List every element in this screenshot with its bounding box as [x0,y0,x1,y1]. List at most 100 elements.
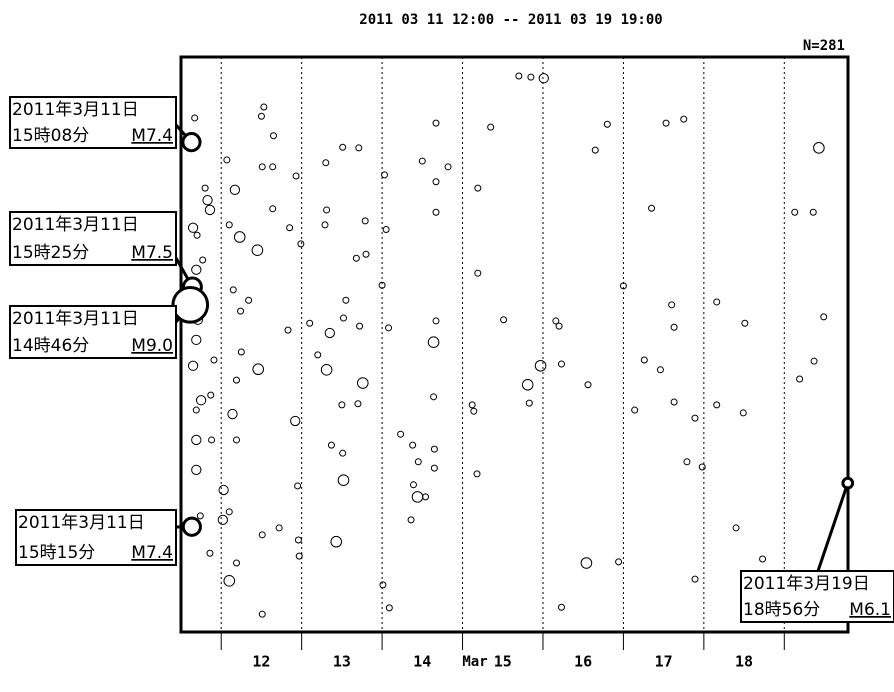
quake-point [631,406,639,414]
quake-point [339,143,347,151]
quake-point [251,244,264,257]
quake-point [191,334,202,346]
quake-point [820,313,828,321]
quake-point [297,240,305,248]
quake-point [218,484,229,496]
annotation-magnitude: M9.0 [131,336,173,356]
quake-point [474,184,482,192]
quake-point [397,430,405,438]
quake-point [192,406,200,414]
quake-point [713,401,721,409]
quake-point [500,316,508,324]
quake-point [791,208,799,216]
quake-point [432,178,440,186]
quake-point [409,481,417,489]
quake-point [615,558,623,566]
chart-title: 2011 03 11 12:00 -- 2011 03 19 19:00 [359,12,662,28]
quake-point [322,159,330,167]
quake-point [290,415,301,427]
major-quake [841,476,855,490]
annotation-time: 14時46分 [12,336,89,356]
annotation-time: 15時15分 [18,543,95,563]
quake-point [670,398,678,406]
quake-point [202,195,213,206]
quake-point [294,482,302,490]
quake-point [206,549,214,557]
quake-point [603,120,611,128]
quake-point [430,464,438,472]
quake-point [355,144,363,152]
quake-point [258,610,266,618]
quake-point [223,575,236,587]
quake-point [432,208,440,216]
quake-point [538,73,549,84]
quake-point [691,575,699,583]
quake-point [227,408,238,420]
quake-point [233,231,246,243]
annotation-magnitude: M7.4 [131,543,173,563]
annotation-magnitude: M7.5 [131,243,173,263]
quake-point [204,204,216,216]
quake-point [286,224,294,232]
quake-point [233,559,241,567]
quake-point [759,555,767,563]
annotation-box [9,96,177,149]
quake-point [796,375,804,383]
quake-point [199,256,207,264]
quake-point [237,307,245,315]
quake-point [330,535,343,548]
quake-point [245,296,253,304]
x-tick-label: 17 [655,653,673,671]
quake-point [385,604,393,612]
quake-point [474,269,482,277]
quake-point [422,493,430,501]
quake-point [306,319,314,327]
quake-point [557,360,565,368]
quake-point [670,323,678,331]
quake-point [525,399,533,407]
x-tick-label: 15 [494,653,512,671]
quake-point [515,72,523,80]
annotation-box [9,211,177,266]
quake-point [342,296,350,304]
quake-point [432,317,440,325]
quake-point [258,531,266,539]
quake-point [210,356,218,364]
quake-point [444,163,452,171]
quake-point [257,112,265,120]
quake-point [196,512,204,520]
quake-point [269,163,277,171]
quake-point [260,103,268,111]
quake-point [292,172,300,180]
quake-point [418,157,426,165]
x-tick-label: 14 [413,653,431,671]
quake-point [284,326,292,334]
quake-point [275,524,283,532]
quake-point [619,282,627,290]
quake-point [225,221,233,229]
quake-point [269,205,277,213]
quake-point [409,441,417,449]
quake-point [223,156,231,164]
quake-point [473,470,481,478]
quake-point [378,281,386,289]
quake-point [662,119,670,127]
quake-point [640,356,648,364]
leader-line [816,482,850,572]
annotation-time: 15時08分 [12,126,89,146]
quake-point [237,348,245,356]
quake-point [527,73,535,81]
quake-point [362,250,370,258]
quake-point [191,464,202,476]
quake-point [356,322,364,330]
quake-point [252,363,265,376]
annotation-box [740,570,894,623]
quake-point [187,360,199,371]
annotation-date: 2011年3月11日 [12,100,139,120]
quake-point [648,204,656,212]
quake-point [320,363,333,376]
annotation-date: 2011年3月11日 [12,215,139,235]
annotation-date: 2011年3月19日 [743,574,870,594]
quake-point [229,286,237,294]
